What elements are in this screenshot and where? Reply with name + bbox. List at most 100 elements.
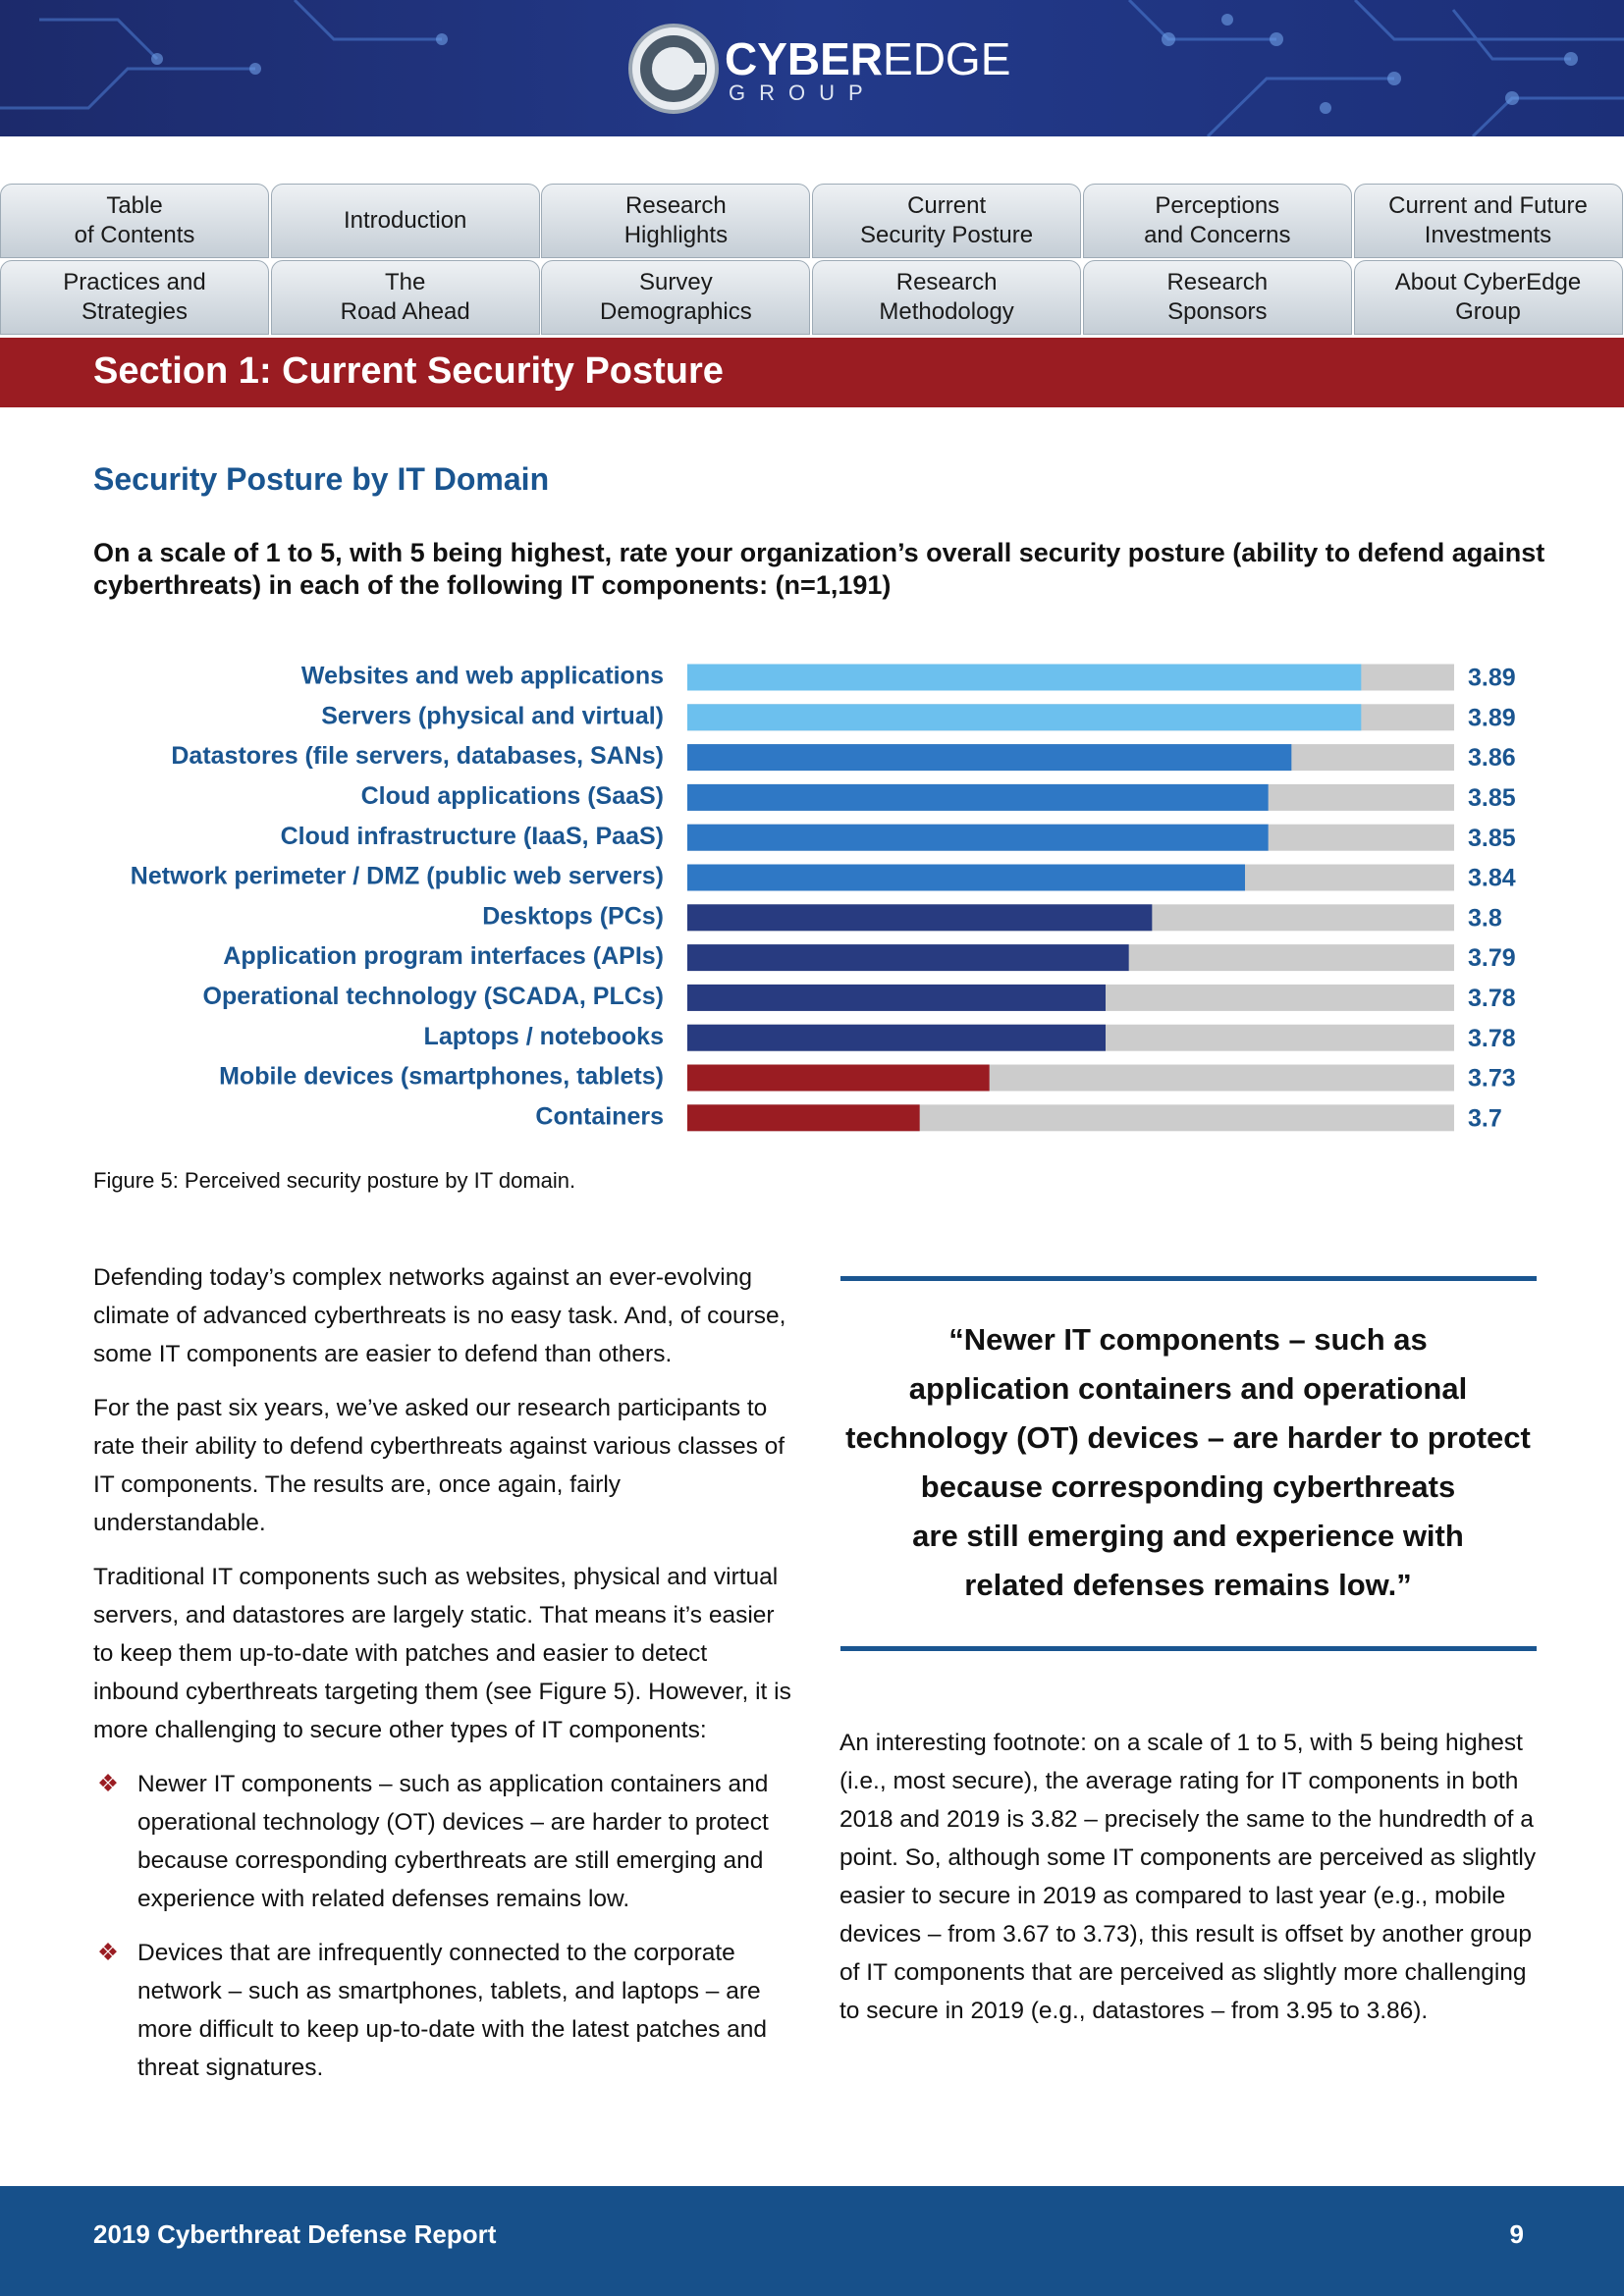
nav-tab[interactable]: Practices and Strategies (0, 260, 269, 335)
quote-rule (840, 1646, 1537, 1651)
nav-tab-line: The (385, 269, 426, 295)
logo-primary: CYBER (725, 33, 883, 84)
bullet-item: Newer IT components – such as applicatio… (93, 1765, 792, 1918)
bar (687, 744, 1292, 772)
quote: “Newer IT components – such as applicatio… (825, 1315, 1551, 1610)
value-label: 3.7 (1468, 1104, 1502, 1132)
svg-text:CYBEREDGE: CYBEREDGE (725, 33, 1010, 84)
section-title: Section 1: Current Security Posture (93, 350, 724, 392)
bar (687, 824, 1269, 851)
nav-tab[interactable]: Perceptions and Concerns (1082, 184, 1352, 258)
paragraph: For the past six years, we’ve asked our … (93, 1395, 785, 1536)
nav-tab-line: Research (895, 269, 998, 295)
nav-tab-line: Sponsors (1167, 298, 1268, 325)
nav-tab[interactable]: Research Methodology (812, 260, 1082, 335)
bar (687, 1024, 1106, 1051)
value-label: 3.85 (1468, 784, 1516, 812)
bar (687, 704, 1362, 731)
paragraph: Defending today’s complex networks again… (93, 1264, 786, 1367)
category-label: Cloud applications (SaaS) (361, 782, 664, 810)
category-label: Operational technology (SCADA, PLCs) (203, 983, 664, 1010)
nav-tab-line: Security Posture (860, 222, 1034, 248)
nav-tab[interactable]: Current and Future Investments (1353, 184, 1623, 258)
quote-line: “Newer IT components – such as (948, 1322, 1428, 1357)
category-label: Desktops (PCs) (482, 902, 664, 930)
value-label: 3.8 (1468, 904, 1502, 932)
right-paragraph: An interesting footnote: on a scale of 1… (839, 1730, 1537, 2024)
nav-tab-line: Research (625, 192, 727, 219)
bar (687, 783, 1269, 811)
category-label: Cloud infrastructure (IaaS, PaaS) (281, 823, 664, 850)
quote-line: technology (OT) devices – are harder to … (845, 1420, 1531, 1455)
bar (687, 984, 1106, 1011)
header-art: CYBEREDGE GROUP (0, 0, 1624, 136)
nav-tab-line: Introduction (343, 207, 467, 234)
value-label: 3.86 (1468, 744, 1516, 772)
nav-tab[interactable]: The Road Ahead (270, 260, 540, 335)
logo-sub: GROUP (729, 80, 877, 105)
question: On a scale of 1 to 5, with 5 being highe… (93, 538, 1545, 600)
section-bar: Section 1: Current Security Posture (0, 338, 1624, 407)
nav-tab[interactable]: About CyberEdge Group (1353, 260, 1623, 335)
bar (687, 944, 1129, 972)
value-label: 3.84 (1468, 865, 1516, 892)
page-number: 9 (1509, 2219, 1524, 2249)
nav-tab-line: Table (106, 192, 163, 219)
category-label: Application program interfaces (APIs) (223, 942, 664, 970)
nav-tab-line: Group (1455, 298, 1521, 325)
chart: Websites and web applications 3.89 Servers… (131, 663, 1516, 1133)
logo-secondary: EDGE (883, 33, 1010, 84)
caption: Figure 5: Perceived security posture by … (93, 1168, 576, 1193)
category-label: Containers (535, 1102, 664, 1130)
bar (687, 864, 1245, 891)
nav-tab-line: Perceptions (1155, 192, 1280, 219)
quote-line: related defenses remains low.” (964, 1568, 1412, 1602)
nav-tab-line: Investments (1424, 222, 1552, 248)
quote-line: are still emerging and experience with (912, 1519, 1464, 1553)
nav-tab[interactable]: Table of Contents (0, 184, 269, 258)
value-label: 3.89 (1468, 704, 1516, 731)
footer: 2019 Cyberthreat Defense Report 9 (0, 2186, 1624, 2296)
heading: Security Posture by IT Domain (93, 461, 550, 497)
footer-title: 2019 Cyberthreat Defense Report (93, 2219, 497, 2249)
bullet-item: Devices that are infrequently connected … (93, 1934, 792, 2087)
quote-rule (840, 1276, 1537, 1281)
nav-tab[interactable]: Research Sponsors (1082, 260, 1352, 335)
nav-tab-line: and Concerns (1144, 222, 1291, 248)
nav-tab-line: Strategies (81, 298, 189, 325)
bar (687, 1104, 920, 1132)
nav-tab-line: Research (1166, 269, 1269, 295)
value-label: 3.73 (1468, 1065, 1516, 1093)
left-column: Defending today’s complex networks again… (93, 1258, 792, 2103)
nav-tab-line: Methodology (879, 298, 1014, 325)
value-label: 3.78 (1468, 985, 1516, 1012)
nav-tab-line: Current and Future (1388, 192, 1588, 219)
bar (687, 904, 1153, 932)
paragraph: Traditional IT components such as websit… (93, 1564, 791, 1743)
category-label: Datastores (file servers, databases, SAN… (171, 742, 664, 770)
value-label: 3.79 (1468, 944, 1516, 972)
category-label: Websites and web applications (301, 663, 664, 690)
nav-tab[interactable]: Research Highlights (541, 184, 811, 258)
nav-tab-line: of Contents (74, 222, 195, 248)
nav-tab[interactable]: Current Security Posture (812, 184, 1082, 258)
value-label: 3.78 (1468, 1025, 1516, 1052)
value-label: 3.85 (1468, 825, 1516, 852)
nav-tab-line: Demographics (600, 298, 752, 325)
bar (687, 664, 1362, 691)
nav-tab-line: Road Ahead (340, 298, 470, 325)
nav-tab-line: About CyberEdge (1394, 269, 1582, 295)
category-label: Mobile devices (smartphones, tablets) (219, 1063, 664, 1091)
category-label: Network perimeter / DMZ (public web serv… (131, 863, 664, 890)
category-label: Laptops / notebooks (424, 1023, 664, 1050)
quote-line: application containers and operational (908, 1371, 1468, 1406)
quote-line: because corresponding cyberthreats (920, 1469, 1456, 1504)
bar (687, 1064, 990, 1092)
category-label: Servers (physical and virtual) (321, 702, 664, 729)
value-label: 3.89 (1468, 665, 1516, 692)
header: CYBEREDGE GROUP (0, 0, 1624, 136)
nav-tab[interactable]: Introduction (270, 184, 540, 258)
nav-tab-line: Current (907, 192, 987, 219)
nav-tab[interactable]: Survey Demographics (541, 260, 811, 335)
